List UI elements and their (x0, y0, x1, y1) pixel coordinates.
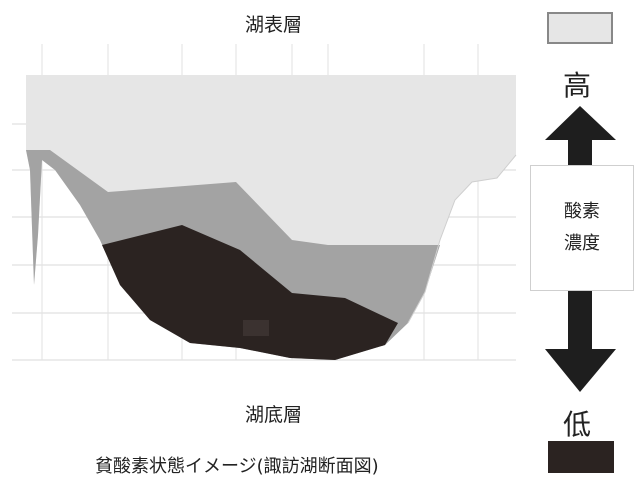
high-oxygen-swatch (547, 12, 613, 44)
arrow-up-icon (545, 106, 616, 165)
low-oxygen-swatch (548, 441, 614, 473)
legend-low-label: 低 (563, 408, 592, 441)
legend-title-box: 酸素 濃度 (530, 165, 634, 291)
diagram-caption: 貧酸素状態イメージ(諏訪湖断面図) (95, 456, 379, 477)
shoreline-edge (407, 154, 517, 324)
legend-title-line2: 濃度 (564, 233, 600, 254)
surface-layer-label: 湖表層 (245, 14, 303, 36)
bottom-layer-label: 湖底層 (245, 404, 303, 426)
legend-high-label: 高 (563, 69, 592, 102)
low-oxygen-layer (102, 225, 398, 360)
legend-title-line1: 酸素 (564, 201, 600, 222)
arrow-down-icon (545, 291, 616, 392)
sediment-patch (243, 320, 269, 336)
